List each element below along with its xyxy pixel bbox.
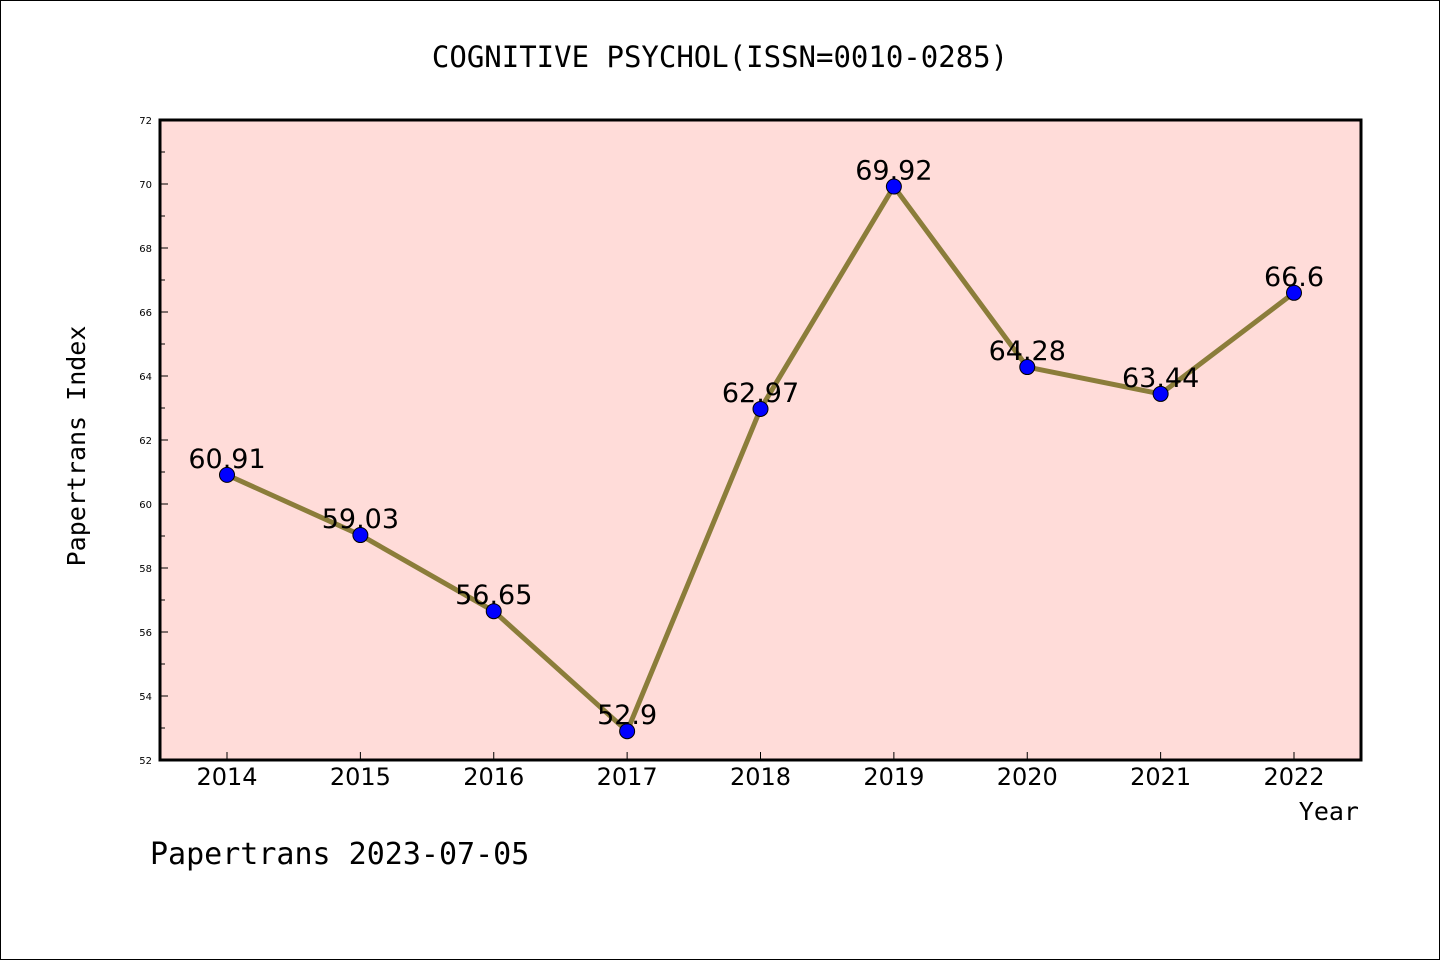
x-axis: 2014 2015 2016 2017 2018 2019 2020 2021 2022 [196, 752, 1325, 791]
y-tick-label: 52 [139, 756, 152, 767]
data-point-marker [219, 466, 235, 483]
data-point-marker [352, 527, 369, 544]
y-tick-label: 72 [139, 116, 152, 127]
plot-area [158, 118, 1363, 762]
x-tick-label: 2022 [1263, 763, 1324, 791]
y-tick-label: 70 [139, 180, 152, 191]
data-point-marker [619, 723, 636, 740]
data-labels: 60.91 59.03 56.65 52.9 62.97 69.92 64.28 63.44 6… [188, 156, 1324, 732]
y-tick-label: 56 [139, 628, 152, 639]
data-point-label: 59.03 [322, 504, 399, 535]
x-tick-label: 2014 [196, 763, 257, 791]
data-point-label: 62.97 [722, 378, 799, 409]
data-point-label: 60.91 [188, 444, 265, 475]
y-tick-label: 62 [139, 436, 152, 447]
data-point-marker [752, 400, 769, 417]
x-tick-label: 2021 [1130, 763, 1191, 791]
y-axis: 52 54 56 58 60 62 64 66 68 70 72 [139, 116, 168, 767]
y-tick-label: 58 [139, 564, 152, 575]
data-point-marker [1286, 284, 1302, 301]
data-point-marker [1152, 385, 1169, 402]
y-tick-label: 66 [139, 308, 152, 319]
x-tick-label: 2017 [597, 763, 658, 791]
data-point-marker [1019, 359, 1036, 376]
y-axis-title: Papertrans Index [62, 326, 91, 567]
data-point-marker [485, 603, 502, 620]
data-point-label: 64.28 [989, 336, 1066, 367]
data-point-label: 63.44 [1122, 363, 1199, 394]
data-point-label: 52.9 [597, 700, 657, 731]
y-tick-label: 54 [139, 692, 152, 703]
y-tick-label: 60 [139, 500, 152, 511]
y-tick-label: 68 [139, 244, 152, 255]
footer-credit: Papertrans 2023-07-05 [150, 837, 529, 872]
x-tick-label: 2016 [463, 763, 524, 791]
data-point-label: 66.6 [1264, 262, 1324, 293]
x-tick-label: 2018 [730, 763, 791, 791]
x-tick-label: 2019 [863, 763, 924, 791]
data-point-label: 69.92 [855, 156, 932, 187]
chart-title: COGNITIVE PSYCHOL(ISSN=0010-0285) [432, 40, 1008, 74]
data-point-label: 56.65 [455, 580, 532, 611]
x-axis-title: Year [1299, 797, 1359, 826]
data-point-marker [885, 178, 902, 195]
y-tick-label: 64 [139, 372, 152, 383]
x-tick-label: 2020 [997, 763, 1058, 791]
x-tick-label: 2015 [330, 763, 391, 791]
data-markers [219, 178, 1302, 740]
